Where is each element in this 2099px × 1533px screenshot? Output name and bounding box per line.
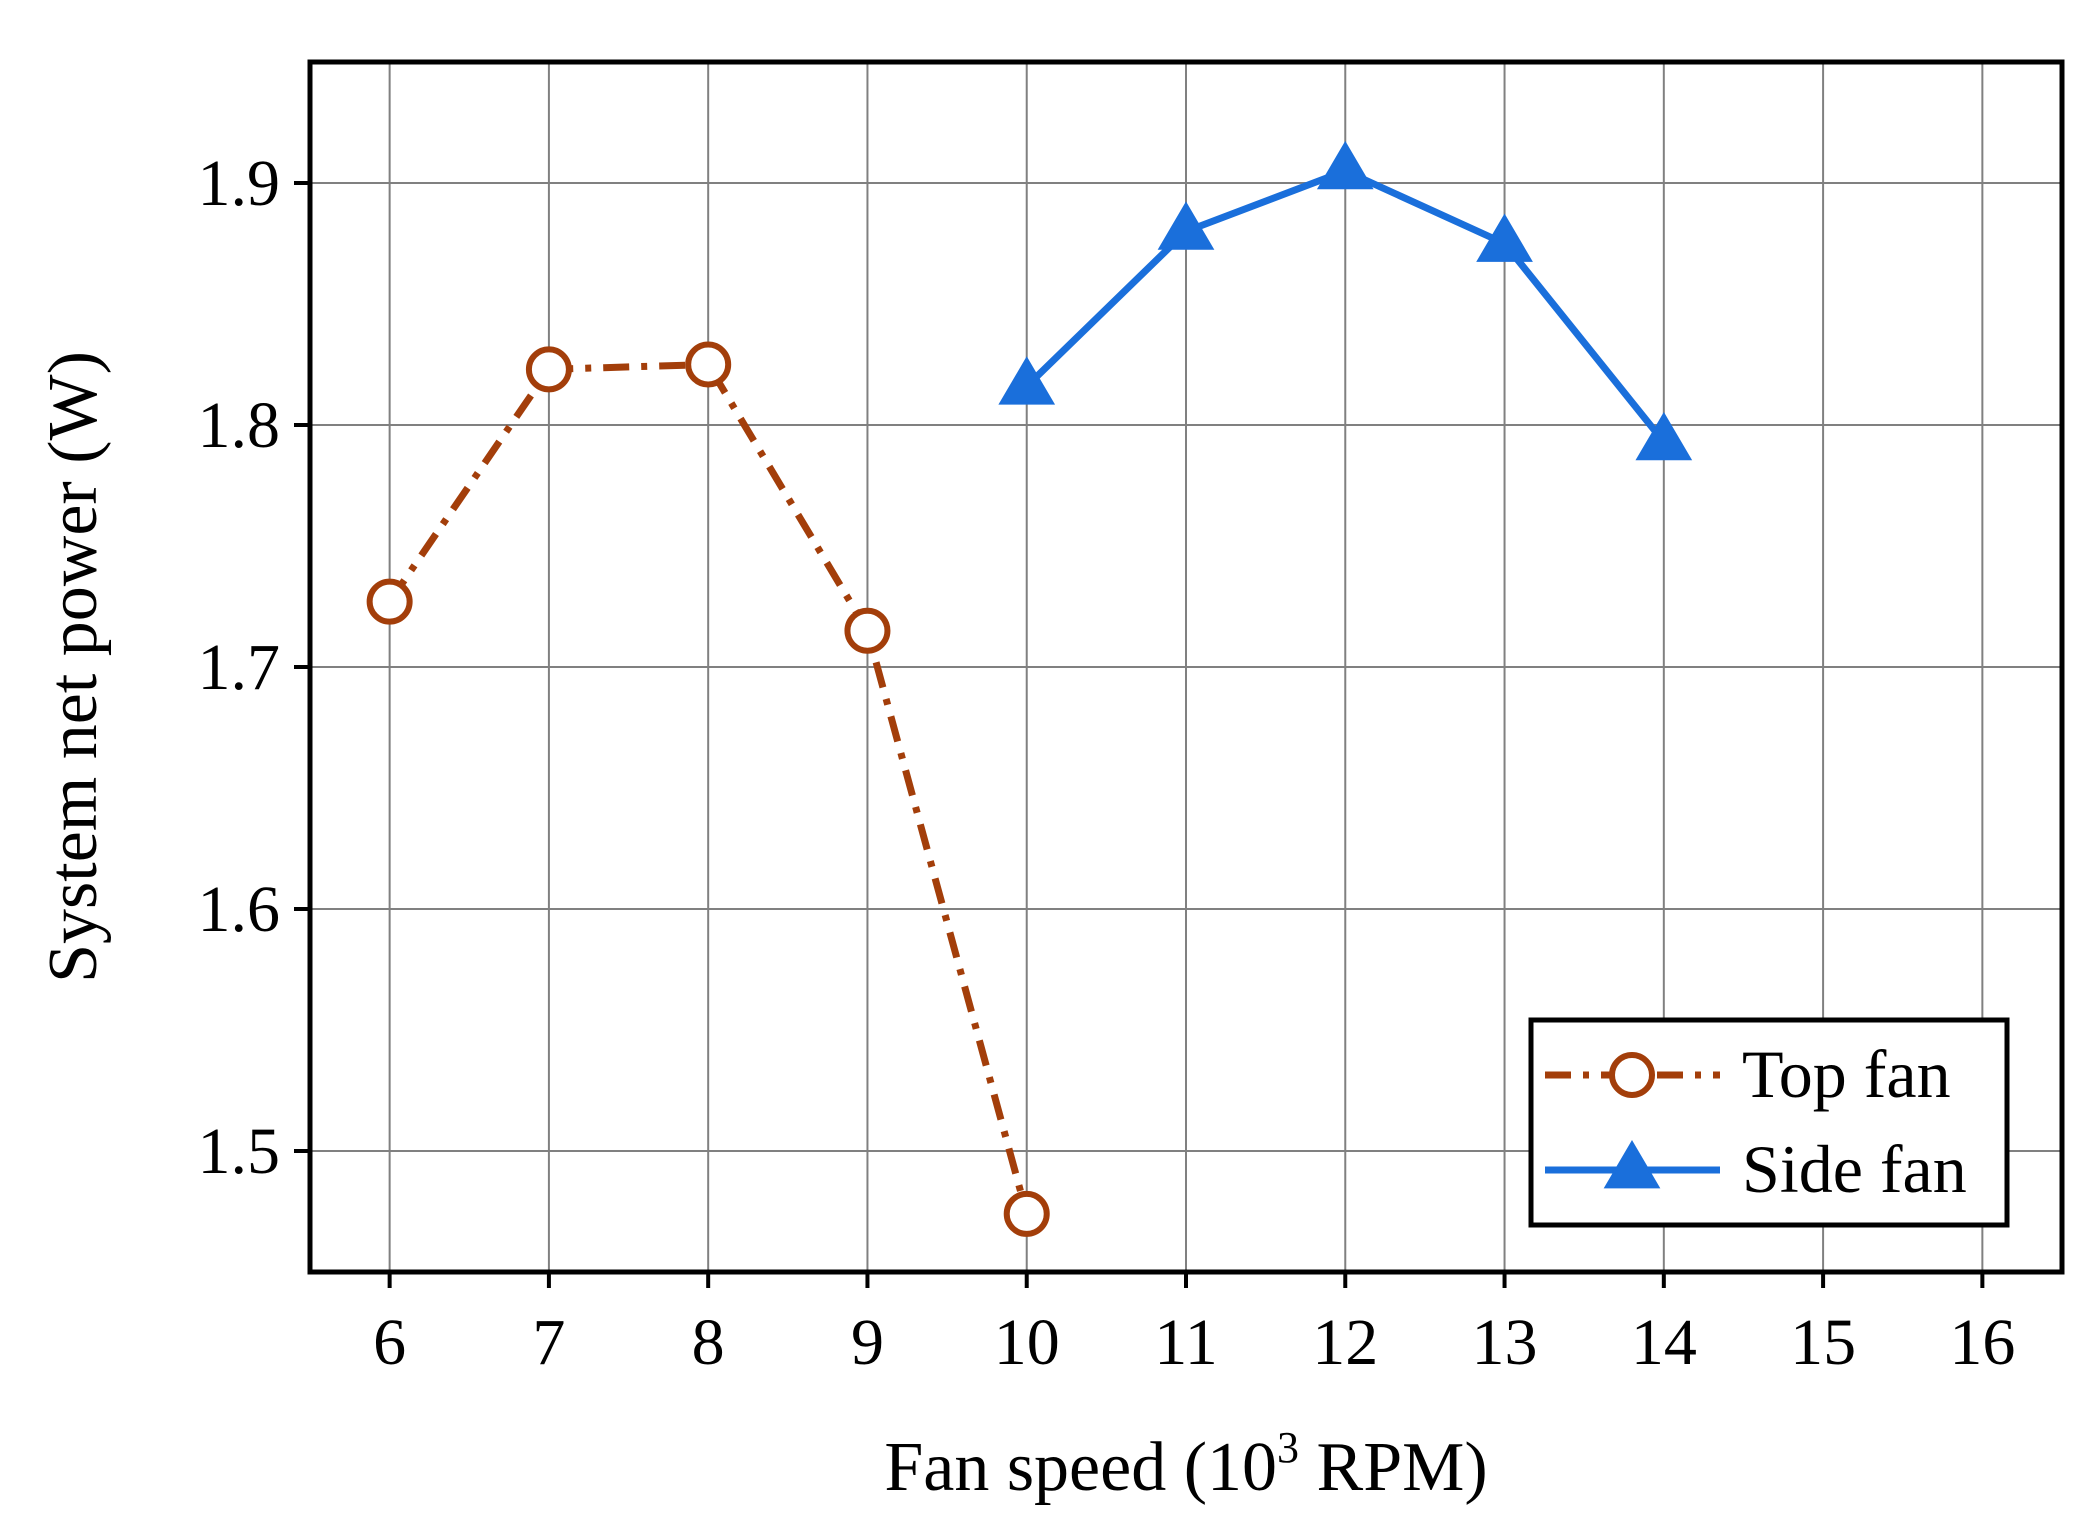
x-tick-label: 12 [1312,1306,1378,1379]
x-tick-label: 11 [1154,1306,1218,1379]
y-axis-title: System net power (W) [35,351,112,983]
data-point-top-fan [1003,1190,1050,1237]
data-point-top-fan [844,607,891,654]
data-point-side-fan [1635,411,1693,461]
data-point-top-fan [685,341,732,388]
legend-label-top-fan: Top fan [1742,1036,1951,1112]
legend-marker-top-fan [1609,1052,1655,1098]
legend-box [1528,1017,2010,1228]
legend-marker-side-fan [1603,1140,1661,1189]
data-point-side-fan [1476,213,1533,262]
ticks: 6 7 8 9 10 11 12 13 14 15 16 1.5 1.6 1.7 1.8 1.9 [198,147,2016,1379]
legend-entries: Top fan Side fan [1545,1036,1967,1207]
legend-label-side-fan: Side fan [1742,1131,1967,1207]
x-tick-label: 15 [1790,1306,1856,1379]
y-tick-label: 1.7 [198,631,281,704]
legend: Top fan Side fan [1528,1017,2010,1228]
series-top-fan [366,341,1050,1237]
x-tick-label: 9 [851,1306,884,1379]
x-tick-label: 7 [532,1306,565,1379]
x-tick-label: 6 [373,1306,406,1379]
y-tick-label: 1.9 [198,147,281,220]
grid [310,62,2062,1272]
x-tick-label: 14 [1631,1306,1697,1379]
x-axis-title: Fan speed (103 RPM) [884,1423,1487,1506]
x-tick-label: 13 [1472,1306,1538,1379]
data-point-side-fan [1157,201,1215,250]
y-tick-label: 1.5 [198,1115,281,1188]
series-line-top-fan [386,361,1031,1215]
data-point-side-fan [998,356,1056,405]
y-tick-label: 1.6 [198,873,281,946]
y-tick-label: 1.8 [198,389,281,462]
data-point-side-fan [1316,140,1374,190]
x-tick-label: 16 [1949,1306,2015,1379]
series-layer [366,140,1693,1237]
series-side-fan [998,140,1693,461]
data-point-top-fan [525,346,572,393]
x-tick-label: 8 [692,1306,725,1379]
x-tick-label: 10 [994,1306,1060,1379]
data-point-top-fan [366,578,413,625]
